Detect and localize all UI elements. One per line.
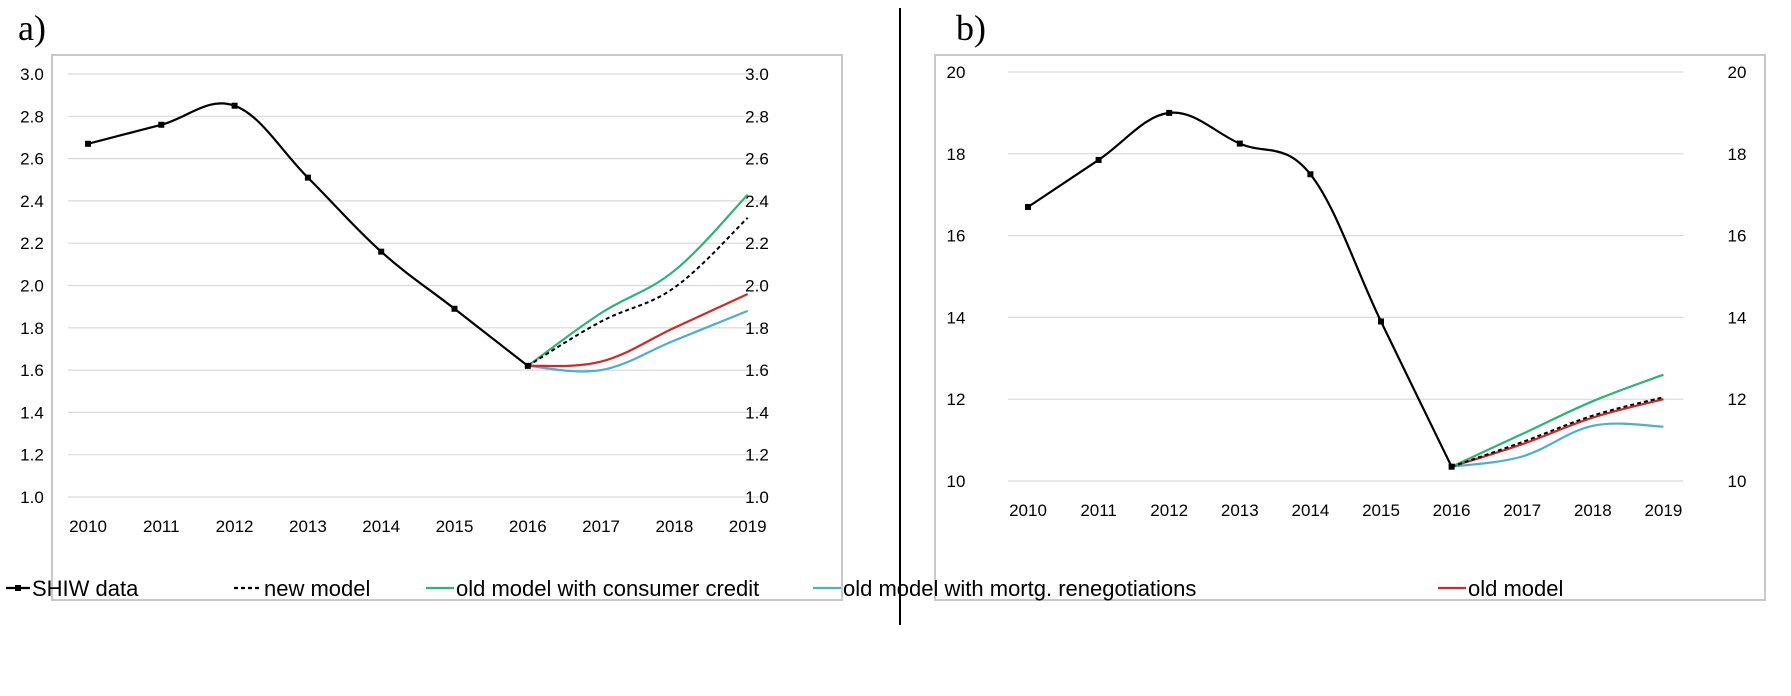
panel-b-ytick-right: 12 (1728, 390, 1747, 409)
panel-a-ytick-right: 1.8 (745, 319, 769, 338)
panel-a-xtick: 2011 (143, 517, 180, 536)
panel-a-ytick-right: 2.8 (745, 107, 769, 126)
panel-a-data-point (378, 248, 385, 255)
panel-b-data-point (1307, 171, 1314, 178)
panel-b-ytick-left: 18 (947, 145, 966, 164)
panel-a-xtick: 2015 (436, 517, 474, 536)
legend-item: old model (1438, 576, 1563, 601)
panel-b-plot-area (934, 54, 1766, 601)
panel-b-ytick-right: 14 (1728, 308, 1747, 327)
panel-a-data-point (158, 121, 165, 128)
panel-b-ytick-left: 12 (947, 390, 966, 409)
legend-label: old model (1468, 576, 1563, 601)
panel-b-xtick: 2013 (1221, 501, 1259, 520)
panel-a-ytick-left: 1.6 (20, 361, 44, 380)
panel-b-series-old-model-with-mortg-renegotiations (1451, 422, 1664, 468)
legend-marker (15, 585, 21, 591)
panel-b-plot: 10 10 12 12 14 14 16 16 18 18 20 20 2010 2011 2012 2013… (947, 63, 1747, 520)
panel-b-xtick: 2017 (1503, 501, 1541, 520)
panel-a-ytick-right: 1.4 (745, 403, 769, 422)
panel-a-xtick: 2014 (362, 517, 400, 536)
panel-a-label: a) (18, 8, 46, 48)
panel-b-ytick-left: 20 (947, 63, 966, 82)
panel-b-label: b) (956, 8, 986, 48)
panel-a-ytick-right: 2.2 (745, 234, 769, 253)
panel-a-ytick-right: 2.6 (745, 150, 769, 169)
panel-a-ytick-left: 2.4 (20, 192, 44, 211)
panel-b-data-point (1236, 140, 1243, 147)
panel-b-ytick-right: 18 (1728, 145, 1747, 164)
panel-b-xtick: 2010 (1009, 501, 1047, 520)
panel-a-data-point (304, 174, 311, 181)
panel-a-ytick-left: 2.8 (20, 107, 44, 126)
panel-b-data-point (1166, 109, 1173, 116)
panel-a-xtick: 2012 (216, 517, 254, 536)
panel-b-xtick: 2012 (1150, 501, 1188, 520)
panel-a-ytick-left: 1.0 (20, 488, 44, 507)
panel-a-xtick: 2013 (289, 517, 327, 536)
panel-b-series-old-model (1451, 398, 1664, 468)
panel-b-ytick-left: 14 (947, 308, 966, 327)
panel-b-xtick: 2018 (1574, 501, 1612, 520)
panel-b-xtick: 2019 (1644, 501, 1682, 520)
panel-b-xtick: 2014 (1291, 501, 1329, 520)
panel-a-ytick-left: 3.0 (20, 65, 44, 84)
legend: SHIW data new model old model with consume… (6, 576, 1563, 601)
legend-item: old model with mortg. renegotiations (813, 576, 1196, 601)
panel-b-series-old-model-with-consumer-credit (1451, 373, 1664, 468)
panel-a-data-point (451, 305, 458, 312)
panel-a-ytick-left: 1.4 (20, 403, 44, 422)
panel-a-series-old-model (527, 293, 749, 368)
panel-a-series-old-model-with-consumer-credit (527, 193, 749, 367)
panel-a-data-point (231, 102, 238, 109)
panel-b-ytick-left: 10 (947, 472, 966, 491)
panel-a-xtick: 2018 (655, 517, 693, 536)
panel-a-data-point (524, 362, 531, 369)
panel-a-ytick-right: 3.0 (745, 65, 769, 84)
panel-a-ytick-left: 2.2 (20, 234, 44, 253)
panel-a-ytick-left: 2.6 (20, 150, 44, 169)
panel-b-data-point (1095, 156, 1102, 163)
legend-item: SHIW data (6, 576, 139, 601)
panel-b-ytick-right: 20 (1728, 63, 1747, 82)
panel-a-xtick: 2019 (729, 517, 767, 536)
legend-item: new model (234, 576, 370, 601)
panel-a-xtick: 2016 (509, 517, 547, 536)
panel-b-xtick: 2016 (1433, 501, 1471, 520)
panel-b-ytick-right: 10 (1728, 472, 1747, 491)
panel-a-ytick-right: 1.6 (745, 361, 769, 380)
panel-a-ytick-right: 2.4 (745, 192, 769, 211)
panel-a-ytick-right: 1.2 (745, 446, 769, 465)
panel-a-xtick: 2017 (582, 517, 620, 536)
panel-b-xtick: 2015 (1362, 501, 1400, 520)
panel-a: a) 1.0 1.0 1.2 1.2 1.4 1.4 1.6 1.6 1.8 1.8 2.0 2.0 2… (18, 8, 843, 601)
legend-label: old model with mortg. renegotiations (843, 576, 1196, 601)
legend-label: SHIW data (32, 576, 139, 601)
panel-b-data-point (1448, 463, 1455, 470)
panel-a-series-old-model-with-mortg-renegotiations (527, 309, 749, 373)
panel-a-ytick-left: 1.2 (20, 446, 44, 465)
panel-b-data-point (1025, 203, 1031, 210)
panel-a-plot: 1.0 1.0 1.2 1.2 1.4 1.4 1.6 1.6 1.8 1.8 2.0 2.0 2.2 2… (20, 65, 769, 536)
panel-a-ytick-right: 1.0 (745, 488, 769, 507)
panel-b-ytick-right: 16 (1728, 227, 1747, 246)
panel-b-series-new-model (1451, 396, 1664, 468)
panel-a-ytick-left: 1.8 (20, 319, 44, 338)
panel-a-ytick-left: 2.0 (20, 277, 44, 296)
panel-b-data-point (1378, 318, 1384, 325)
panel-a-xtick: 2010 (69, 517, 107, 536)
legend-label: old model with consumer credit (456, 576, 759, 601)
panel-a-series-new-model (527, 217, 749, 367)
panel-a-ytick-right: 2.0 (745, 277, 769, 296)
legend-label: new model (264, 576, 370, 601)
panel-b-xtick: 2011 (1080, 501, 1117, 520)
legend-item: old model with consumer credit (426, 576, 759, 601)
panel-b-ytick-left: 16 (947, 227, 966, 246)
panel-b: b) 10 10 12 12 14 14 16 16 18 18 20 20 2010 2011 2012 2… (934, 8, 1766, 601)
panel-a-data-point (85, 140, 91, 147)
